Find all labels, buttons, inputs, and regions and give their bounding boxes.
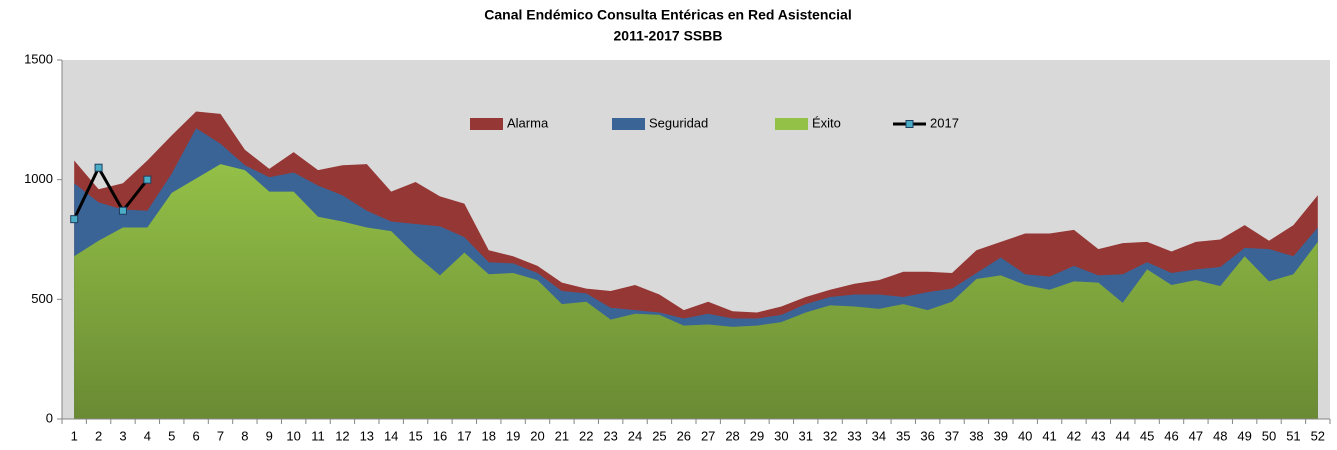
x-tick-label: 9 <box>266 428 273 443</box>
x-tick-label: 7 <box>217 428 224 443</box>
legend-label: 2017 <box>930 115 959 130</box>
x-tick-label: 18 <box>481 428 495 443</box>
x-tick-label: 52 <box>1311 428 1325 443</box>
x-tick-label: 23 <box>603 428 617 443</box>
y-tick-label: 1000 <box>24 171 53 186</box>
legend-label: Éxito <box>812 115 841 130</box>
x-tick-label: 6 <box>192 428 199 443</box>
x-tick-label: 3 <box>119 428 126 443</box>
x-tick-label: 11 <box>311 428 325 443</box>
legend-swatch <box>470 118 503 130</box>
chart-subtitle: 2011-2017 SSBB <box>614 28 723 44</box>
x-tick-label: 31 <box>798 428 812 443</box>
area-shade <box>74 164 1318 419</box>
x-tick-label: 19 <box>506 428 520 443</box>
y-tick-label: 1500 <box>24 51 53 66</box>
line <box>72 164 149 220</box>
x-tick-label: 38 <box>969 428 983 443</box>
chart-title: Canal Endémico Consulta Entéricas en Red… <box>484 7 851 23</box>
x-tick-label: 41 <box>1042 428 1056 443</box>
x-tick-label: 2 <box>95 428 102 443</box>
x-tick-label: 32 <box>823 428 837 443</box>
x-tick-label: 44 <box>1115 428 1129 443</box>
x-tick-label: 5 <box>168 428 175 443</box>
legend-label: Seguridad <box>649 115 708 130</box>
x-tick-label: 35 <box>896 428 910 443</box>
x-tick-label: 50 <box>1262 428 1276 443</box>
x-tick-label: 34 <box>872 428 886 443</box>
x-tick-label: 46 <box>1164 428 1178 443</box>
x-tick-label: 39 <box>994 428 1008 443</box>
x-tick-label: 28 <box>725 428 739 443</box>
x-tick-label: 1 <box>71 428 78 443</box>
x-tick-label: 12 <box>335 428 349 443</box>
marker <box>143 175 152 184</box>
x-tick-label: 30 <box>774 428 788 443</box>
x-tick-label: 10 <box>286 428 300 443</box>
x-tick-label: 8 <box>241 428 248 443</box>
x-tick-label: 26 <box>677 428 691 443</box>
x-tick-label: 51 <box>1286 428 1300 443</box>
marker <box>118 206 127 215</box>
legend-swatch <box>612 118 645 130</box>
x-tick-label: 43 <box>1091 428 1105 443</box>
x-tick-label: 14 <box>384 428 398 443</box>
x-tick-label: 37 <box>945 428 959 443</box>
x-tick-label: 47 <box>1189 428 1203 443</box>
x-tick-label: 4 <box>144 428 151 443</box>
marker <box>70 215 79 224</box>
legend-swatch <box>775 118 808 130</box>
x-tick-label: 49 <box>1237 428 1251 443</box>
x-tick-label: 15 <box>408 428 422 443</box>
x-tick-label: 29 <box>750 428 764 443</box>
x-tick-label: 42 <box>1067 428 1081 443</box>
legend-marker <box>905 120 914 128</box>
x-tick-label: 33 <box>847 428 861 443</box>
y-tick-label: 0 <box>46 410 53 425</box>
x-tick-label: 36 <box>920 428 934 443</box>
legend-label: Alarma <box>507 115 549 130</box>
x-tick-label: 20 <box>530 428 544 443</box>
x-tick-label: 40 <box>1018 428 1032 443</box>
x-tick-label: 21 <box>555 428 569 443</box>
x-tick-label: 27 <box>701 428 715 443</box>
x-tick-label: 25 <box>652 428 666 443</box>
x-tick-label: 16 <box>433 428 447 443</box>
x-tick-label: 45 <box>1140 428 1154 443</box>
y-tick-label: 500 <box>31 291 53 306</box>
x-tick-label: 24 <box>628 428 642 443</box>
x-tick-label: 22 <box>579 428 593 443</box>
x-tick-label: 13 <box>360 428 374 443</box>
x-tick-label: 48 <box>1213 428 1227 443</box>
marker <box>94 163 103 172</box>
x-tick-label: 17 <box>457 428 471 443</box>
